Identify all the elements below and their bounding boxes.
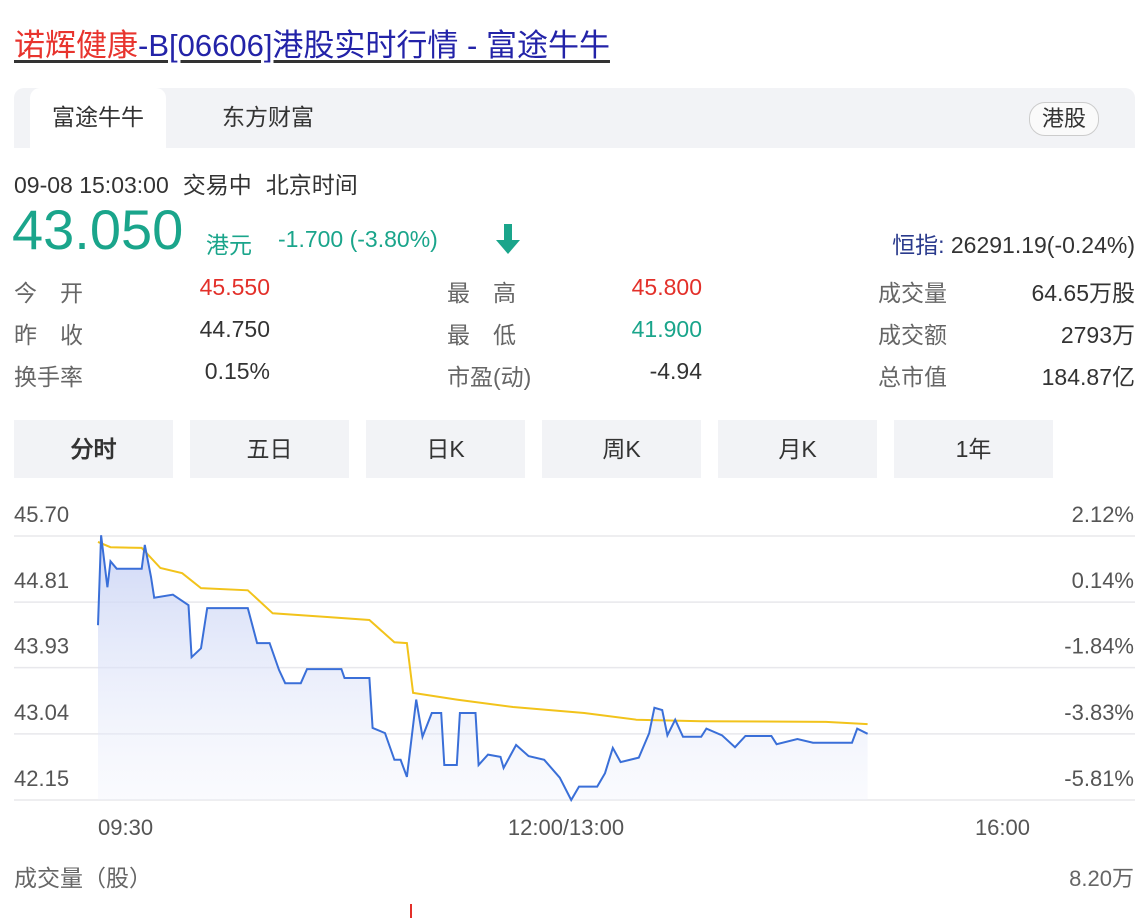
stat-value: 45.550 <box>199 274 270 300</box>
stat-label: 市盈(动) <box>447 364 532 390</box>
stat-value: 44.750 <box>199 316 270 342</box>
stat-value: 41.900 <box>631 316 702 342</box>
stat-label: 总市值 <box>878 364 947 390</box>
timezone: 北京时间 <box>265 172 358 198</box>
volume-label: 成交量（股） <box>14 865 152 891</box>
stat-value: 45.800 <box>631 274 702 300</box>
price-change: -1.700 (-3.80%) <box>278 226 438 252</box>
market-pill[interactable]: 港股 <box>1028 102 1099 136</box>
arrow-down-icon <box>494 222 522 261</box>
x-tick-label: 16:00 <box>975 815 1030 840</box>
tab-futu[interactable]: 富途牛牛 <box>30 88 166 148</box>
y-tick-label: 42.15 <box>14 766 69 791</box>
period-tab[interactable]: 周K <box>542 420 701 478</box>
stat-label: 最 高 <box>447 280 516 306</box>
title-rest: -B[06606]港股实时行情 - 富途牛牛 <box>138 28 610 63</box>
volume-max-label: 8.20万 <box>1069 866 1134 891</box>
status-line: 09-08 15:03:00 交易中 北京时间 <box>14 166 372 200</box>
page-title[interactable]: 诺辉健康-B[06606]港股实时行情 - 富途牛牛 <box>14 20 610 65</box>
stat-value: 2793万 <box>1060 322 1135 348</box>
hang-seng-index[interactable]: 恒指: 26291.19(-0.24%) <box>892 226 1135 260</box>
stat-label: 成交额 <box>878 322 947 348</box>
stat-label: 成交量 <box>878 280 947 306</box>
stat-value: -4.94 <box>649 358 702 384</box>
stat-value: 184.87亿 <box>1041 364 1135 390</box>
stat-label: 昨 收 <box>14 322 83 348</box>
stat-label: 最 低 <box>447 322 516 348</box>
stat-label: 今 开 <box>14 280 83 306</box>
stock-name: 诺辉健康 <box>14 28 138 63</box>
y-tick-label: 45.70 <box>14 502 69 527</box>
pct-tick-label: 2.12% <box>1072 502 1134 527</box>
pct-tick-label: 0.14% <box>1072 568 1134 593</box>
pct-tick-label: -1.84% <box>1064 634 1134 659</box>
y-tick-label: 43.04 <box>14 700 69 725</box>
y-tick-label: 43.93 <box>14 634 69 659</box>
datetime: 09-08 15:03:00 <box>14 172 169 198</box>
pct-tick-label: -5.81% <box>1064 766 1134 791</box>
currency-unit: 港元 <box>206 232 252 258</box>
y-tick-label: 44.81 <box>14 568 69 593</box>
x-tick-label: 12:00/13:00 <box>508 815 624 840</box>
stat-value: 0.15% <box>204 358 270 384</box>
average-price-line <box>97 540 868 726</box>
stat-label: 换手率 <box>14 364 83 390</box>
period-tab[interactable]: 分时 <box>14 420 173 478</box>
price-line <box>97 535 869 803</box>
period-tab[interactable]: 日K <box>366 420 525 478</box>
x-tick-label: 09:30 <box>98 815 153 840</box>
period-tab[interactable]: 五日 <box>190 420 349 478</box>
last-price: 43.050 <box>12 198 184 261</box>
intraday-chart: 45.70 2.12% 44.81 0.14% 43.93 -1.84% 43.04 -3.8… <box>14 502 1135 918</box>
hsi-value: 26291.19(-0.24%) <box>950 232 1135 258</box>
period-tab[interactable]: 月K <box>718 420 877 478</box>
hsi-label: 恒指: <box>892 232 945 258</box>
trading-state: 交易中 <box>182 172 252 198</box>
price-area <box>98 535 868 800</box>
volume-bar <box>410 904 412 918</box>
stat-value: 64.65万股 <box>1031 280 1135 306</box>
period-tab[interactable]: 1年 <box>894 420 1053 478</box>
pct-tick-label: -3.83% <box>1064 700 1134 725</box>
source-tab-bar: 富途牛牛 东方财富 港股 <box>14 88 1135 148</box>
tab-eastmoney[interactable]: 东方财富 <box>222 104 314 130</box>
